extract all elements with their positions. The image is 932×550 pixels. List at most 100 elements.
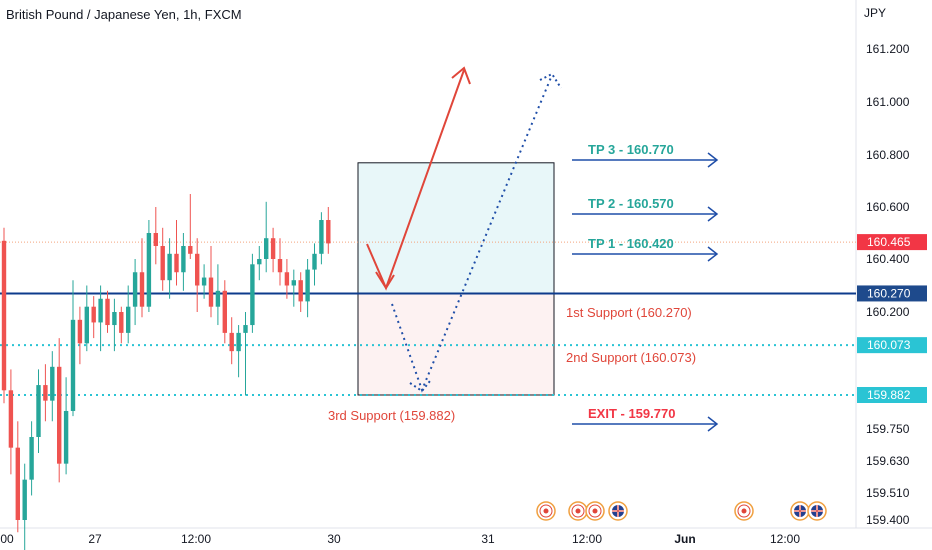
x-tick-label: Jun (674, 532, 695, 546)
target-arrow-head (707, 246, 719, 262)
price-tag-label: 160.270 (867, 286, 911, 300)
annotations: TP 3 - 160.770 TP 2 - 160.570 TP 1 - 160.4… (328, 142, 719, 432)
candle-body (91, 306, 96, 323)
candle-body (201, 277, 207, 286)
y-tick-label: 160.200 (866, 305, 910, 319)
candle-body (84, 306, 89, 344)
candle-body (8, 390, 14, 448)
candle (153, 207, 158, 265)
y-tick-label: 159.510 (866, 486, 910, 500)
candle-body (36, 385, 41, 437)
candle (222, 280, 227, 344)
candle-body (264, 238, 269, 259)
event-markers (536, 501, 827, 521)
support-label: 2nd Support (160.073) (566, 350, 696, 365)
target-annotation: TP 3 - 160.770 (572, 142, 719, 168)
candle-body (270, 238, 276, 259)
gb-flag-icon[interactable] (608, 501, 628, 521)
target-arrow-head (707, 152, 719, 168)
y-axis-ticks: 161.200 161.000 160.800 160.600 160.400 160.2… (866, 42, 910, 527)
candle (132, 259, 138, 326)
candle (312, 243, 317, 286)
candle (15, 421, 20, 533)
candle (146, 220, 152, 312)
jp-flag-icon[interactable] (568, 501, 588, 521)
price-tag: 159.882 (857, 387, 927, 403)
gb-flag-icon[interactable] (807, 501, 827, 521)
x-tick-label: 00 (0, 532, 14, 546)
candle-body (1, 240, 7, 391)
candle (284, 259, 290, 299)
position-zones (357, 162, 555, 396)
candle-body (195, 253, 200, 286)
candle-body (298, 280, 303, 302)
target-annotation: TP 2 - 160.570 (572, 196, 719, 222)
candle (98, 285, 103, 352)
candle-body (126, 306, 131, 333)
candle (43, 364, 48, 422)
target-arrow-head (707, 206, 719, 222)
candle (201, 264, 207, 299)
x-tick-label: 31 (481, 532, 495, 546)
candle-body (15, 447, 20, 520)
candle-body (236, 332, 241, 352)
candle-body (222, 290, 227, 333)
candle (105, 290, 110, 333)
target-label: TP 1 - 160.420 (588, 236, 674, 251)
candle-body (43, 385, 48, 401)
candle-body (153, 233, 158, 246)
candle (1, 227, 7, 404)
candle (167, 238, 172, 299)
target-annotation: EXIT - 159.770 (572, 406, 719, 432)
currency-label: JPY (864, 6, 886, 20)
price-tag-bg (857, 387, 927, 403)
candle (22, 463, 27, 550)
candle (84, 285, 89, 352)
candle-body (243, 325, 248, 333)
jp-flag-icon[interactable] (734, 501, 754, 521)
price-tag-label: 160.073 (867, 338, 911, 352)
price-tags: 160.465 160.270 160.073 159.882 (857, 234, 927, 403)
candle-body (319, 220, 324, 254)
x-tick-label: 12:00 (181, 532, 211, 546)
candle (236, 325, 241, 378)
candle (264, 201, 269, 273)
candle (195, 238, 200, 312)
candle (29, 421, 34, 496)
candle-body (57, 366, 62, 464)
target-arrow-head (707, 416, 719, 432)
target-zone (357, 162, 555, 294)
price-tag-label: 160.465 (867, 235, 911, 249)
candle (57, 338, 62, 483)
jp-flag-icon[interactable] (585, 501, 605, 521)
jp-flag-icon[interactable] (536, 501, 556, 521)
candle (326, 207, 331, 254)
x-tick-label: 30 (327, 532, 341, 546)
candle-body (277, 259, 283, 273)
candle (208, 246, 214, 318)
candle-body (305, 269, 310, 302)
candle-body (139, 272, 145, 307)
candle (174, 220, 179, 286)
candle-body (22, 479, 27, 520)
candle-body (250, 264, 255, 326)
y-tick-label: 160.400 (866, 252, 910, 266)
arrow-head-down (375, 271, 395, 290)
candle (8, 369, 14, 475)
y-tick-label: 160.600 (866, 200, 910, 214)
candle (70, 280, 76, 417)
chart-title: British Pound / Japanese Yen, 1h, FXCM (6, 7, 242, 22)
candle (126, 285, 131, 344)
price-tag-bg (857, 337, 927, 354)
candle-body (312, 253, 317, 270)
candle-body (174, 253, 179, 273)
candle-body (160, 246, 165, 281)
target-label: TP 2 - 160.570 (588, 196, 674, 211)
price-tag: 160.073 (857, 337, 927, 354)
price-tag: 160.465 (857, 234, 927, 251)
gb-flag-icon[interactable] (790, 501, 810, 521)
candle (291, 269, 296, 307)
x-tick-label: 12:00 (572, 532, 602, 546)
candle-body (50, 366, 55, 401)
